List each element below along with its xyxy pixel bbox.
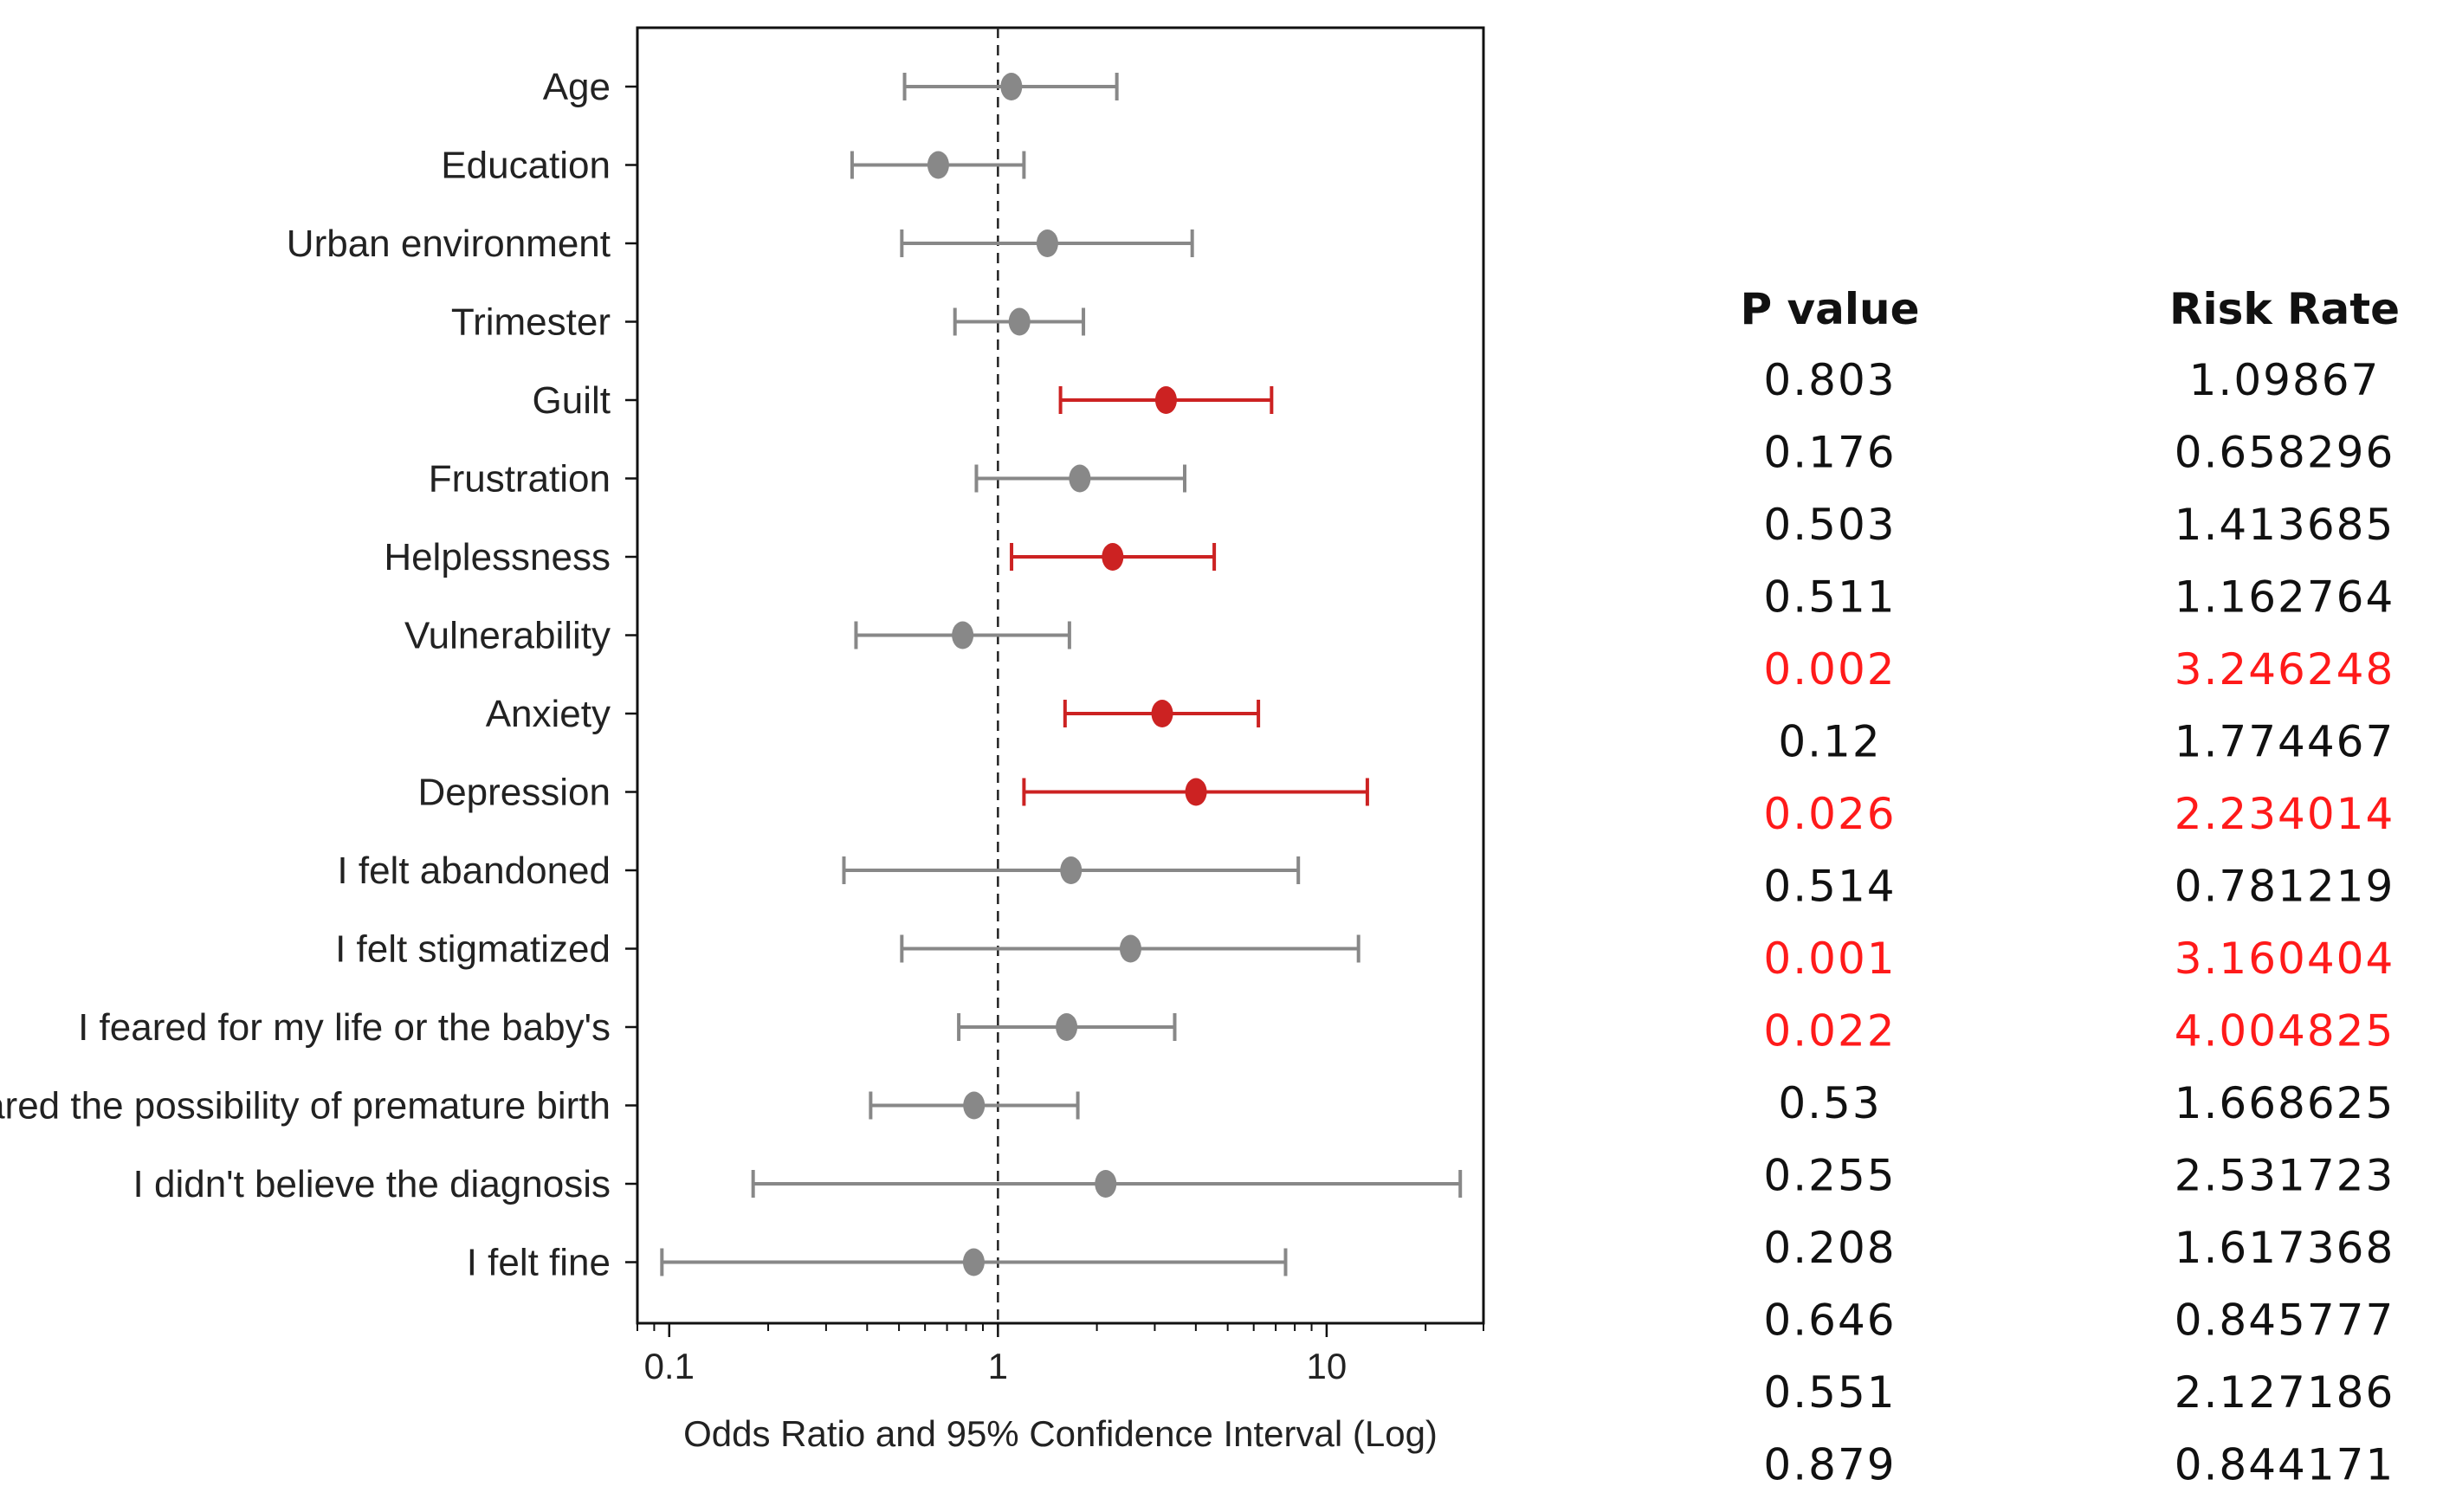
p-value-cell-4: 0.002 bbox=[1763, 644, 1896, 695]
point-estimate-0 bbox=[1000, 73, 1023, 100]
p-value-header: P value bbox=[1740, 284, 1919, 334]
p-value-cell-0: 0.803 bbox=[1763, 355, 1896, 405]
p-value-cell-3: 0.511 bbox=[1763, 572, 1896, 623]
point-estimate-11 bbox=[1119, 934, 1141, 963]
plot-border bbox=[636, 26, 1485, 1325]
p-value-cell-13: 0.646 bbox=[1763, 1296, 1896, 1346]
risk-rate-cell-10: 1.668625 bbox=[2175, 1078, 2395, 1128]
x-axis-label: Odds Ratio and 95% Confidence Interval (… bbox=[683, 1413, 1438, 1454]
forest-marks bbox=[660, 73, 1463, 1276]
y-label-11: I felt stigmatized bbox=[335, 928, 611, 971]
point-estimate-6 bbox=[1102, 543, 1124, 571]
p-value-cell-10: 0.53 bbox=[1778, 1078, 1881, 1128]
p-value-cell-15: 0.879 bbox=[1763, 1440, 1896, 1490]
risk-rate-cell-4: 3.246248 bbox=[2175, 644, 2395, 695]
point-estimate-13 bbox=[963, 1091, 986, 1120]
y-label-7: Vulnerability bbox=[404, 615, 611, 657]
point-estimate-10 bbox=[1060, 856, 1083, 884]
point-estimate-4 bbox=[1154, 386, 1177, 414]
p-value-cell-1: 0.176 bbox=[1763, 428, 1896, 478]
point-estimate-15 bbox=[962, 1248, 985, 1276]
risk-rate-cell-15: 0.844171 bbox=[2175, 1440, 2395, 1490]
stats-table: P value Risk Rate 0.803 1.09867 0.176 0.658… bbox=[1740, 284, 2400, 1490]
point-estimate-8 bbox=[1151, 700, 1173, 727]
point-estimate-2 bbox=[1036, 229, 1058, 257]
y-label-15: I felt fine bbox=[467, 1242, 611, 1284]
p-value-cell-7: 0.514 bbox=[1763, 862, 1896, 912]
y-label-8: Anxiety bbox=[486, 693, 611, 735]
y-label-12: I feared for my life or the baby's bbox=[78, 1006, 611, 1049]
p-value-cell-12: 0.208 bbox=[1763, 1223, 1896, 1273]
x-tick-label: 1 bbox=[988, 1346, 1008, 1386]
y-label-5: Frustration bbox=[429, 458, 611, 501]
y-label-13: I feared the possibility of premature bi… bbox=[0, 1085, 611, 1128]
risk-rate-cell-0: 1.09867 bbox=[2189, 355, 2381, 405]
risk-rate-header: Risk Rate bbox=[2169, 284, 2400, 334]
point-estimate-14 bbox=[1095, 1170, 1117, 1198]
p-value-cell-6: 0.026 bbox=[1763, 789, 1896, 839]
point-estimate-9 bbox=[1185, 778, 1207, 806]
risk-rate-cell-11: 2.531723 bbox=[2175, 1151, 2395, 1201]
risk-rate-cell-12: 1.617368 bbox=[2175, 1223, 2395, 1273]
p-value-cell-11: 0.255 bbox=[1763, 1151, 1896, 1201]
y-label-1: Education bbox=[441, 145, 611, 187]
x-tick-label: 10 bbox=[1307, 1346, 1348, 1386]
risk-rate-cell-8: 3.160404 bbox=[2175, 934, 2395, 984]
risk-rate-cell-14: 2.127186 bbox=[2175, 1367, 2395, 1418]
risk-rate-cell-2: 1.413685 bbox=[2175, 500, 2395, 550]
point-estimate-3 bbox=[1008, 307, 1031, 336]
p-value-cell-9: 0.022 bbox=[1763, 1006, 1896, 1056]
y-label-0: Age bbox=[543, 66, 611, 108]
risk-rate-cell-13: 0.845777 bbox=[2175, 1296, 2395, 1346]
y-axis-labels: Age Education Urban environment Trimester Gu… bbox=[0, 66, 611, 1284]
risk-rate-cell-5: 1.774467 bbox=[2175, 717, 2395, 767]
risk-rate-cell-7: 0.781219 bbox=[2175, 862, 2395, 912]
x-tick-label: 0.1 bbox=[644, 1346, 695, 1386]
risk-rate-cell-3: 1.162764 bbox=[2175, 572, 2395, 623]
risk-rate-cell-9: 4.004825 bbox=[2175, 1006, 2395, 1056]
y-label-6: Helplessness bbox=[384, 536, 611, 578]
y-label-10: I felt abandoned bbox=[337, 850, 611, 892]
y-axis-ticks bbox=[625, 85, 637, 1263]
y-label-3: Trimester bbox=[451, 301, 611, 344]
p-value-cell-5: 0.12 bbox=[1778, 717, 1881, 767]
p-value-cell-8: 0.001 bbox=[1763, 934, 1896, 984]
risk-rate-cell-1: 0.658296 bbox=[2175, 428, 2395, 478]
point-estimate-1 bbox=[927, 151, 949, 179]
x-axis-ticks: 0.1 1 10 bbox=[637, 1323, 1484, 1386]
point-estimate-12 bbox=[1056, 1013, 1078, 1041]
point-estimate-5 bbox=[1069, 464, 1091, 493]
y-label-4: Guilt bbox=[533, 379, 611, 422]
plot-frame bbox=[636, 26, 1485, 1325]
risk-rate-cell-6: 2.234014 bbox=[2175, 789, 2395, 839]
y-label-14: I didn't believe the diagnosis bbox=[133, 1163, 611, 1205]
p-value-cell-2: 0.503 bbox=[1763, 500, 1896, 550]
y-label-2: Urban environment bbox=[287, 223, 611, 265]
point-estimate-7 bbox=[952, 621, 974, 649]
p-value-cell-14: 0.551 bbox=[1763, 1367, 1896, 1418]
y-label-9: Depression bbox=[417, 772, 611, 814]
